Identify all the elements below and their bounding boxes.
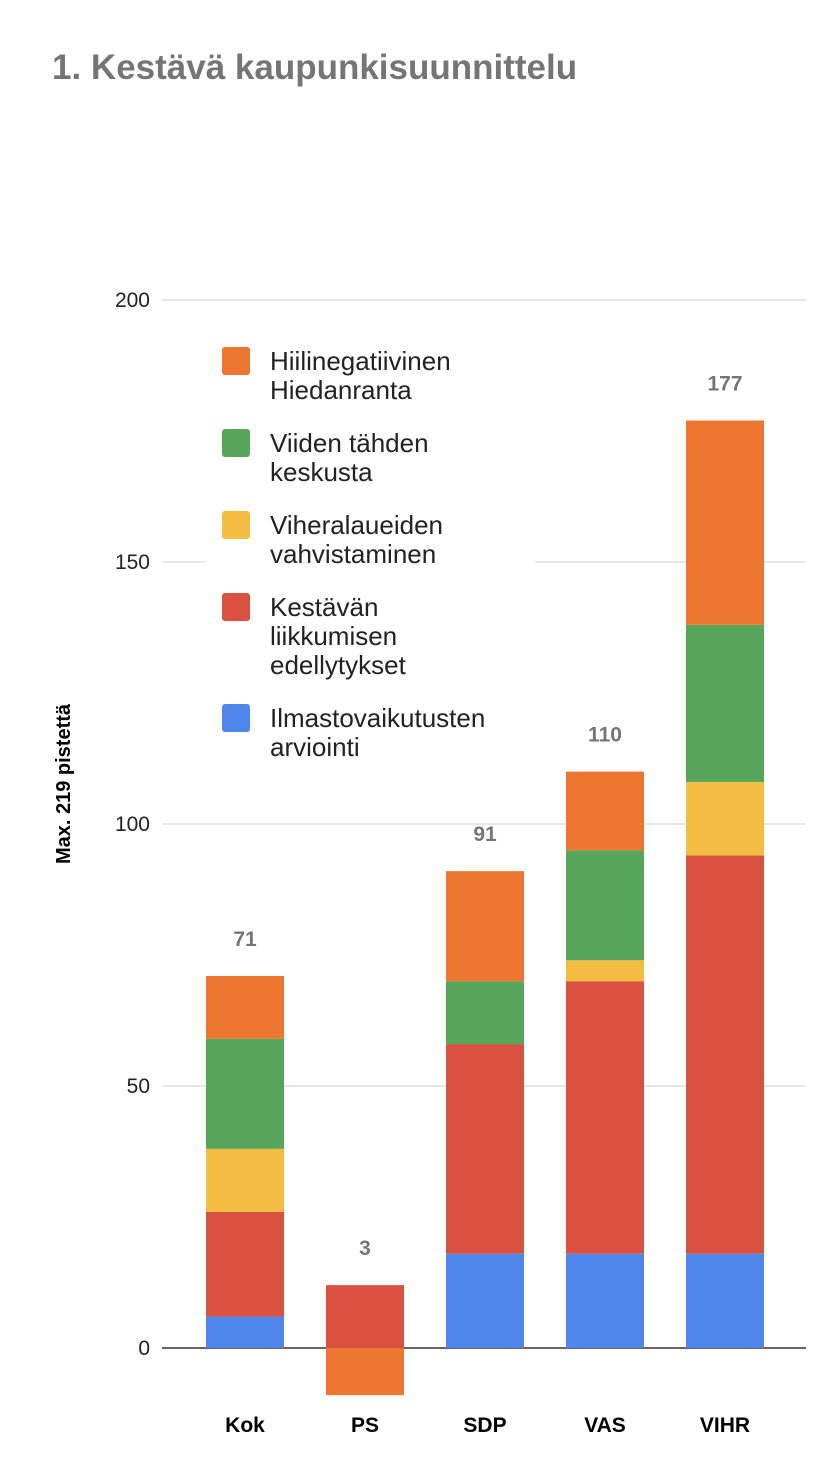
bar-segment-ps-1 [326,1285,404,1348]
y-tick-label: 50 [127,1075,150,1098]
bar-total-label: 3 [359,1237,371,1260]
bar-segment-vihr-1 [686,855,764,1254]
bar-segment-sdp-3 [446,981,524,1045]
legend-swatch [222,704,250,732]
legend-swatch [222,429,250,457]
bar-segment-vas-1 [566,981,644,1254]
x-tick-label: Kok [225,1414,265,1437]
bar-total-label: 177 [707,373,742,396]
legend: Hiilinegatiivinen Hiedanranta Viiden tähde… [205,333,535,768]
y-tick-label: 200 [115,289,150,312]
y-tick-label: 100 [115,813,150,836]
legend-entry-label: Viiden tähden keskusta [270,428,429,487]
y-tick-label: 150 [115,551,150,574]
bar-total-label: 110 [588,724,622,747]
bar-segment-sdp-1 [446,1044,524,1254]
legend-entry-label: Hiilinegatiivinen Hiedanranta [270,346,451,405]
legend-entry-label: Kestävän liikkumisen edellytykset [270,592,407,680]
bar-segment-vas-3 [566,850,644,961]
legend-background [205,333,535,768]
bar-segment-vihr-4 [686,420,764,625]
bar-segment-sdp-0 [446,1253,524,1348]
bar-segment-vihr-0 [686,1253,764,1348]
legend-entry-label: Ilmastovaikutusten arviointi [270,703,485,762]
bars [206,420,764,1396]
legend-swatch [222,347,250,375]
bar-segment-vihr-3 [686,624,764,783]
bar-total-label: 91 [473,823,497,846]
y-axis-label: Max. 219 pistettä [53,703,75,864]
bar-segment-kok-1 [206,1211,284,1317]
bar-segment-kok-2 [206,1148,284,1212]
x-tick-label: VIHR [700,1414,750,1437]
legend-entry-label: Viheralaueiden vahvistaminen [270,510,443,569]
bar-total-label: 71 [233,928,257,951]
bar-segment-sdp-4 [446,871,524,982]
x-tick-label: PS [351,1414,379,1437]
bar-segment-vas-2 [566,960,644,982]
legend-swatch [222,511,250,539]
chart-title: 1. Kestävä kaupunkisuunnittelu [52,48,578,87]
bar-segment-kok-4 [206,975,284,1039]
legend-swatch [222,593,250,621]
bar-segment-ps-4 [326,1348,404,1396]
bar-segment-kok-0 [206,1316,284,1348]
x-tick-label: VAS [584,1414,626,1437]
bar-segment-kok-3 [206,1038,284,1149]
bar-segment-vas-0 [566,1253,644,1348]
x-tick-label: SDP [463,1414,506,1437]
y-tick-label: 0 [138,1337,150,1360]
labels: 0 50 100 150 200 71 Kok 3 PS 91 SDP 110 VAS 177 VIHR [115,289,750,1437]
bar-segment-vas-4 [566,771,644,851]
bar-segment-vihr-2 [686,782,764,856]
